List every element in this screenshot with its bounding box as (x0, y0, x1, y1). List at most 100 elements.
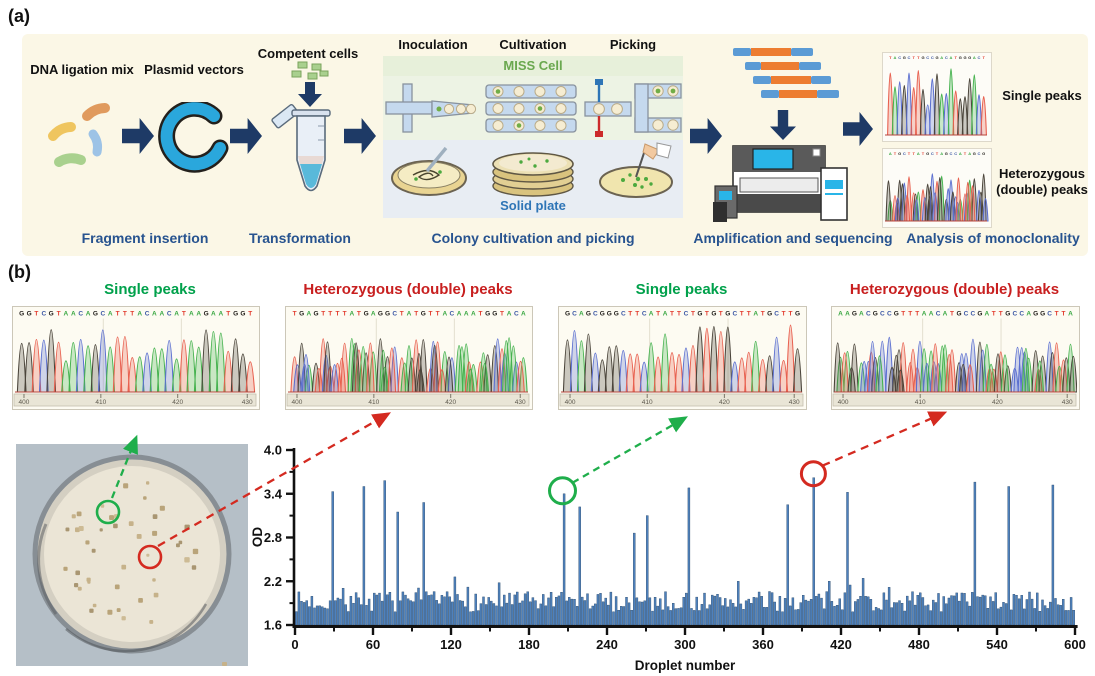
svg-text:T: T (964, 151, 967, 156)
svg-text:A: A (108, 311, 113, 318)
svg-text:420: 420 (445, 399, 456, 406)
svg-text:G: G (926, 151, 929, 156)
svg-text:400: 400 (838, 399, 849, 406)
svg-text:G: G (614, 311, 619, 318)
svg-text:A: A (218, 311, 223, 318)
svg-text:A: A (663, 311, 668, 318)
svg-text:C: C (908, 55, 911, 60)
svg-text:G: G (903, 55, 906, 60)
chromatogram-4: A A G A C G C C G T T T A A C A T G C C G A T T G C C A G G C T T A 400 410… (831, 306, 1080, 410)
svg-text:G: G (492, 311, 497, 318)
svg-text:T: T (34, 311, 38, 318)
svg-text:C: C (880, 311, 885, 318)
svg-text:300: 300 (674, 637, 696, 652)
svg-text:A: A (917, 151, 920, 156)
svg-text:540: 540 (986, 637, 1008, 652)
svg-text:A: A (894, 55, 897, 60)
svg-text:G: G (968, 55, 971, 60)
svg-text:430: 430 (789, 399, 800, 406)
svg-text:C: C (931, 55, 934, 60)
svg-text:G: G (935, 55, 938, 60)
plasmid-vectors-label: Plasmid vectors (144, 62, 244, 77)
svg-text:C: C (514, 311, 519, 318)
svg-text:C: C (774, 311, 779, 318)
svg-text:T: T (936, 151, 939, 156)
chromatogram-3-title: Single peaks (635, 281, 728, 298)
svg-text:T: T (901, 311, 905, 318)
svg-text:Droplet number: Droplet number (635, 658, 736, 673)
svg-text:A: A (985, 311, 990, 318)
svg-text:A: A (968, 151, 971, 156)
svg-text:T: T (343, 311, 347, 318)
svg-text:G: G (1005, 311, 1010, 318)
svg-text:T: T (705, 311, 709, 318)
svg-text:T: T (670, 311, 674, 318)
svg-text:T: T (999, 311, 1003, 318)
svg-text:120: 120 (440, 637, 462, 652)
svg-text:G: G (421, 311, 426, 318)
svg-text:A: A (442, 311, 447, 318)
svg-text:G: G (711, 311, 716, 318)
svg-text:G: G (873, 311, 878, 318)
competent-cells-label: Competent cells (257, 46, 359, 61)
svg-text:T: T (116, 311, 120, 318)
svg-text:C: C (732, 311, 737, 318)
svg-text:G: G (607, 311, 612, 318)
svg-text:T: T (761, 311, 765, 318)
svg-text:C: C (1019, 311, 1024, 318)
stage-fragment-insertion: Fragment insertion (81, 230, 209, 246)
svg-text:2.2: 2.2 (264, 574, 282, 589)
svg-text:C: C (903, 151, 906, 156)
svg-text:G: G (973, 151, 976, 156)
svg-text:G: G (378, 311, 383, 318)
svg-text:G: G (921, 55, 924, 60)
petri-dish-photo (16, 444, 248, 666)
svg-text:G: G (697, 311, 702, 318)
svg-text:A: A (159, 311, 164, 318)
svg-text:430: 430 (515, 399, 526, 406)
svg-text:G: G (767, 311, 772, 318)
svg-text:G: G (19, 311, 24, 318)
header-picking: Picking (609, 37, 657, 52)
svg-text:C: C (964, 311, 969, 318)
svg-text:C: C (945, 55, 948, 60)
svg-text:A: A (521, 311, 526, 318)
chromatogram-1-title: Single peaks (104, 281, 196, 298)
svg-text:C: C (926, 55, 929, 60)
svg-text:G: G (982, 151, 985, 156)
stage-transformation: Transformation (249, 230, 351, 246)
svg-text:A: A (71, 311, 76, 318)
miss-cell-band: MISS Cell (383, 56, 683, 76)
chromatogram-4-title: Heterozygous (double) peaks (849, 281, 1060, 298)
svg-text:T: T (436, 311, 440, 318)
svg-text:C: C (621, 311, 626, 318)
svg-text:A: A (929, 311, 934, 318)
svg-text:T: T (321, 311, 325, 318)
svg-text:G: G (956, 311, 961, 318)
svg-text:T: T (917, 55, 920, 60)
svg-text:C: C (971, 311, 976, 318)
svg-text:T: T (130, 311, 134, 318)
svg-text:G: G (27, 311, 32, 318)
svg-text:420: 420 (992, 399, 1003, 406)
svg-text:A: A (1026, 311, 1031, 318)
svg-text:T: T (789, 311, 793, 318)
svg-text:400: 400 (565, 399, 576, 406)
svg-text:C: C (684, 311, 689, 318)
svg-text:G: G (963, 55, 966, 60)
svg-text:T: T (635, 311, 639, 318)
svg-text:G: G (1040, 311, 1045, 318)
svg-text:C: C (954, 151, 957, 156)
svg-text:G: G (1033, 311, 1038, 318)
svg-text:2.8: 2.8 (264, 530, 282, 545)
svg-text:A: A (943, 311, 948, 318)
svg-text:1.6: 1.6 (264, 618, 282, 633)
svg-text:410: 410 (642, 399, 653, 406)
svg-text:G: G (565, 311, 570, 318)
single-peaks-result-label: Single peaks (1002, 88, 1082, 103)
header-inoculation: Inoculation (398, 37, 468, 52)
svg-text:G: G (586, 311, 591, 318)
svg-text:G: G (299, 311, 304, 318)
